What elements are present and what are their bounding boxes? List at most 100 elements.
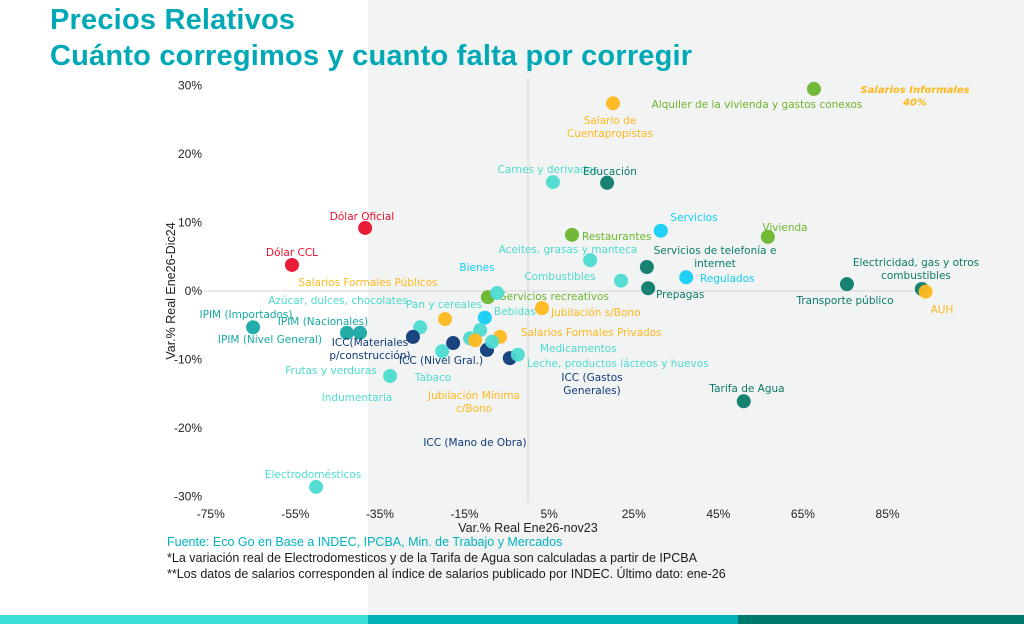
- footnote-1: *La variación real de Electrodomesticos …: [167, 551, 697, 565]
- point-label-line: Leche, productos lácteos y huevos: [527, 358, 709, 370]
- y-tick-label: 0%: [185, 284, 203, 298]
- point-label: Jubilación Mínima c/Bono: [427, 390, 520, 415]
- annotation-label: Salarios Informales 40%: [860, 85, 969, 109]
- x-tick-label: 5%: [540, 507, 558, 521]
- point-label-line: Salarios Formales Privados: [521, 327, 662, 339]
- data-point: [653, 223, 668, 238]
- data-point: [405, 329, 420, 344]
- data-point: [353, 325, 368, 340]
- point-label-line: Salarios Formales Públicos: [299, 277, 438, 289]
- data-point: [839, 277, 854, 292]
- point-label: ICC (Gastos Generales): [561, 372, 622, 397]
- data-point: [510, 347, 525, 362]
- data-point: [446, 336, 461, 351]
- point-label-line: Electricidad, gas y otros: [853, 257, 979, 269]
- point-label-line: ICC (Nivel Gral.): [399, 355, 483, 367]
- data-point: [438, 312, 453, 327]
- x-tick-label: -35%: [366, 507, 394, 521]
- data-point: [679, 270, 694, 285]
- point-label: ICC (Nivel Gral.): [399, 355, 483, 367]
- point-label-line: Jubilación s/Bono: [550, 307, 641, 319]
- point-label-line: Bienes: [459, 262, 494, 274]
- point-label-line: p/construcción): [329, 350, 410, 362]
- scatter-chart: -75% -55% -35% -15% 5% 25% 45% 65% 85% 30% 20% 10% 0…: [164, 77, 979, 535]
- data-point: [534, 301, 549, 316]
- x-tick-label: 85%: [876, 507, 900, 521]
- point-label: Indumentaria: [322, 392, 393, 404]
- point-label: Carnes y derivados: [498, 164, 599, 176]
- point-label-line: Restaurantes: [582, 231, 651, 243]
- point-label: Salarios Formales Públicos: [299, 277, 438, 289]
- point-label: Frutas y verduras: [285, 365, 377, 377]
- data-point: [477, 310, 492, 325]
- data-point: [600, 175, 615, 190]
- point-label: Transporte público: [795, 295, 893, 307]
- point-label-line: Cuentapropistas: [567, 128, 653, 140]
- footnote-2: **Los datos de salarios corresponden al …: [167, 567, 726, 581]
- point-label: Alquiler de la vivienda y gastos conexos: [652, 99, 863, 111]
- data-point: [358, 220, 373, 235]
- data-point: [545, 175, 560, 190]
- point-label: Azúcar, dulces, chocolates: [268, 295, 408, 307]
- point-label-line: Carnes y derivados: [498, 164, 599, 176]
- point-label-line: IPIM (Nacionales): [278, 316, 368, 328]
- point-label: IPIM (Nivel General): [218, 334, 322, 346]
- x-axis-label: Var.% Real Ene26-nov23: [458, 521, 597, 535]
- point-label: Salario de Cuentapropistas: [567, 115, 653, 140]
- point-label: Tabaco: [414, 372, 451, 384]
- point-label-line: Generales): [563, 385, 620, 397]
- x-tick-label: -55%: [281, 507, 309, 521]
- point-label-line: ICC(Materiales: [332, 337, 408, 349]
- chart-title: Precios Relativos: [50, 4, 296, 36]
- point-label-line: Bebidas: [494, 306, 536, 318]
- point-label: Pan y cereales: [406, 299, 482, 311]
- point-label: ICC(Materiales p/construcción): [329, 337, 410, 362]
- point-label-line: Servicios de telefonía e: [654, 245, 777, 257]
- point-label-line: Salario de: [584, 115, 637, 127]
- y-tick-label: 30%: [178, 79, 202, 93]
- x-tick-label: 25%: [622, 507, 646, 521]
- x-tick-label: 45%: [706, 507, 730, 521]
- point-label: Bebidas: [494, 306, 536, 318]
- data-point: [806, 81, 821, 96]
- x-tick-label: -75%: [197, 507, 225, 521]
- point-label: Dólar CCL: [266, 247, 318, 259]
- point-label: Combustibles: [524, 271, 595, 283]
- point-label-line: Transporte público: [795, 295, 893, 307]
- point-label-line: internet: [694, 258, 736, 270]
- point-label: Electrodomésticos: [265, 469, 361, 481]
- background-panel: [368, 0, 1024, 615]
- data-point: [284, 257, 299, 272]
- point-label: Servicios de telefonía e internet: [654, 245, 777, 270]
- point-label-line: Dólar CCL: [266, 247, 318, 259]
- source-note: Fuente: Eco Go en Base a INDEC, IPCBA, M…: [167, 535, 563, 549]
- x-tick-label: -15%: [451, 507, 479, 521]
- point-label-line: Tabaco: [414, 372, 451, 384]
- point-label: AUH: [931, 304, 954, 316]
- y-tick-label: -10%: [174, 353, 202, 367]
- point-label-line: IPIM (Importados): [200, 309, 293, 321]
- point-label-line: Medicamentos: [540, 343, 617, 355]
- point-label-line: Regulados: [700, 273, 755, 285]
- point-label: Educación: [583, 166, 637, 178]
- y-tick-label: -30%: [174, 490, 202, 504]
- data-point: [309, 479, 324, 494]
- point-label-line: Combustibles: [524, 271, 595, 283]
- point-label: Prepagas: [656, 289, 704, 301]
- point-label-line: IPIM (Nivel General): [218, 334, 322, 346]
- data-point: [606, 96, 621, 111]
- data-point: [614, 273, 629, 288]
- data-point: [490, 286, 505, 301]
- point-label-line: Educación: [583, 166, 637, 178]
- x-tick-label: 65%: [791, 507, 815, 521]
- point-label-line: combustibles: [881, 270, 951, 282]
- footer-bar-3: [738, 615, 1024, 624]
- point-label-line: AUH: [931, 304, 954, 316]
- point-label: ICC (Mano de Obra): [423, 437, 526, 449]
- point-label-line: Pan y cereales: [406, 299, 482, 311]
- point-label-line: Tarifa de Agua: [708, 383, 784, 395]
- point-label: Servicios recreativos: [500, 291, 609, 303]
- data-point: [760, 229, 775, 244]
- point-label: Dólar Oficial: [330, 211, 394, 223]
- point-label: Servicios: [670, 212, 717, 224]
